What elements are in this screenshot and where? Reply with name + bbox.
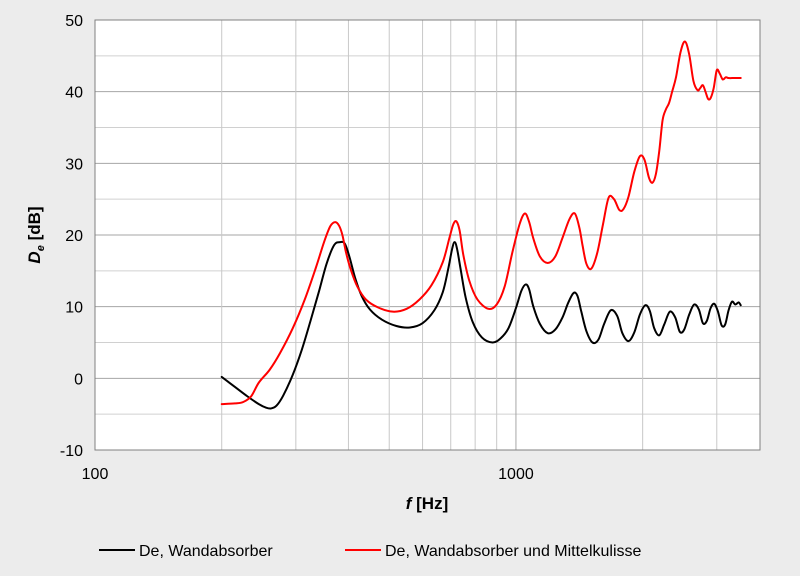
y-tick-label: 0 bbox=[74, 371, 83, 388]
tick-labels: -10 0 10 20 30 40 50 100 1000 bbox=[60, 13, 534, 483]
y-tick-label: 20 bbox=[65, 228, 83, 245]
series-line-mittelkulisse bbox=[220, 40, 742, 406]
y-tick-label: 50 bbox=[65, 13, 83, 30]
legend-label-wandabsorber: De, Wandabsorber bbox=[139, 543, 273, 560]
y-axis-title-unit: [dB] bbox=[25, 206, 44, 245]
x-tick-label: 100 bbox=[82, 466, 109, 483]
x-axis-title: f [Hz] bbox=[406, 494, 449, 513]
y-tick-label: -10 bbox=[60, 443, 83, 460]
series-layer bbox=[220, 40, 742, 410]
x-axis-title-unit: [Hz] bbox=[411, 494, 448, 513]
x-axis-title-symbol: f bbox=[406, 494, 414, 513]
y-axis-title: De [dB] bbox=[25, 206, 47, 263]
series-line-wandabsorber bbox=[220, 240, 742, 410]
y-tick-label: 40 bbox=[65, 85, 83, 102]
y-axis-title-symbol: D bbox=[25, 251, 44, 263]
y-tick-label: 10 bbox=[65, 300, 83, 317]
y-axis-title-subscript: e bbox=[35, 245, 47, 251]
legend: De, Wandabsorber De, Wandabsorber und Mi… bbox=[99, 543, 642, 560]
plot-frame bbox=[94, 19, 761, 451]
grid-lines bbox=[94, 19, 760, 451]
y-tick-label: 30 bbox=[65, 156, 83, 173]
x-tick-label: 1000 bbox=[498, 466, 534, 483]
legend-label-mittelkulisse: De, Wandabsorber und Mittelkulisse bbox=[385, 543, 642, 560]
